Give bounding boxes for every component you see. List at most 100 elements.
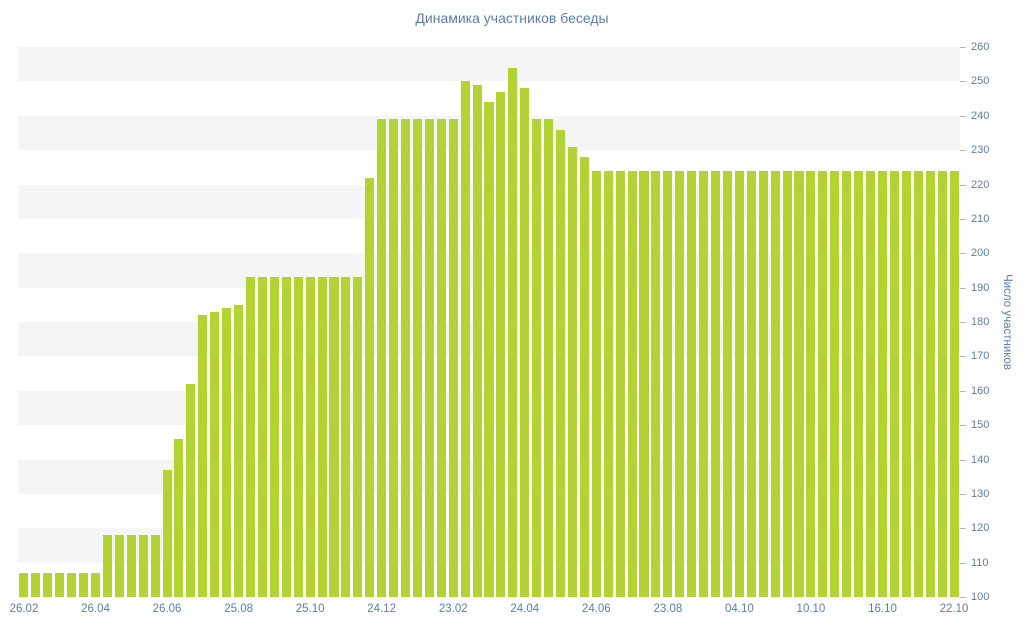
bar[interactable] — [532, 119, 542, 597]
bar[interactable] — [854, 170, 864, 597]
bar[interactable] — [448, 119, 458, 597]
bar[interactable] — [162, 469, 172, 597]
x-axis-tick-label: 24.04 — [510, 603, 540, 615]
bar[interactable] — [615, 170, 625, 597]
bar[interactable] — [293, 277, 303, 597]
bar[interactable] — [556, 129, 566, 597]
bar[interactable] — [603, 170, 613, 597]
bar[interactable] — [520, 88, 530, 597]
x-axis-tick-label: 24.06 — [581, 603, 611, 615]
bar[interactable] — [663, 170, 673, 597]
bar[interactable] — [496, 91, 506, 597]
bar[interactable] — [675, 170, 685, 597]
bar[interactable] — [484, 102, 494, 597]
bar[interactable] — [389, 119, 399, 597]
y-axis-tick-label: 260 — [971, 41, 990, 53]
bar[interactable] — [949, 170, 959, 597]
bar[interactable] — [245, 277, 256, 597]
bar[interactable] — [234, 304, 244, 597]
bar[interactable] — [55, 572, 65, 597]
bar[interactable] — [436, 119, 446, 597]
bar[interactable] — [424, 119, 434, 597]
bar[interactable] — [508, 67, 518, 597]
x-axis-tick-label: 22.10 — [939, 603, 969, 615]
y-axis-tick-label: 120 — [971, 522, 990, 535]
bar[interactable] — [830, 170, 840, 597]
bar[interactable] — [770, 170, 780, 597]
bar[interactable] — [150, 535, 160, 597]
bar[interactable] — [365, 177, 375, 597]
bar[interactable] — [222, 308, 232, 597]
bar[interactable] — [31, 572, 41, 597]
bar[interactable] — [19, 572, 29, 597]
bar[interactable] — [198, 315, 208, 597]
x-axis-tick-label: 16.10 — [868, 603, 897, 615]
bar[interactable] — [126, 535, 136, 597]
bar[interactable] — [353, 277, 363, 597]
bar[interactable] — [782, 170, 792, 597]
bar[interactable] — [317, 277, 327, 597]
bar[interactable] — [305, 277, 315, 597]
bar[interactable] — [687, 170, 697, 597]
bar[interactable] — [937, 170, 947, 597]
bar[interactable] — [639, 170, 649, 597]
bar[interactable] — [329, 277, 339, 597]
bar[interactable] — [186, 383, 196, 597]
y-axis-tick-label: 100 — [971, 591, 990, 603]
bar[interactable] — [281, 277, 291, 597]
bar[interactable] — [699, 170, 709, 597]
bar[interactable] — [818, 170, 828, 597]
x-axis-tick-label: 23.02 — [438, 603, 468, 615]
bar[interactable] — [544, 119, 554, 597]
bar[interactable] — [90, 572, 101, 597]
bar[interactable] — [651, 170, 661, 597]
bar[interactable] — [210, 311, 220, 597]
bar[interactable] — [460, 81, 470, 597]
bar[interactable] — [138, 535, 148, 597]
bar[interactable] — [925, 170, 935, 597]
bar[interactable] — [734, 170, 744, 597]
bar[interactable] — [806, 170, 816, 597]
y-axis-tick-label: 210 — [971, 212, 990, 225]
y-axis-tick-label: 250 — [971, 75, 990, 88]
bar[interactable] — [591, 170, 601, 597]
bar[interactable] — [877, 170, 887, 597]
x-axis-tick-label: 26.02 — [9, 603, 39, 615]
bar[interactable] — [341, 277, 351, 597]
y-axis-tick-label: 220 — [971, 178, 990, 191]
y-axis: 100 110 120 130 140 150 160 170 180 190 200 210 220 2… — [960, 41, 1024, 603]
bar[interactable] — [401, 119, 411, 597]
bar[interactable] — [866, 170, 876, 597]
bar[interactable] — [579, 157, 589, 597]
bar[interactable] — [842, 170, 852, 597]
bar[interactable] — [67, 572, 77, 597]
y-axis-tick — [960, 287, 966, 289]
x-axis-tick-label: 04.10 — [725, 603, 754, 615]
y-axis-tick — [960, 218, 966, 220]
bar[interactable] — [79, 572, 89, 597]
chart-title: Динамика участников беседы — [415, 10, 609, 26]
bar[interactable] — [567, 146, 577, 597]
y-axis-tick-label: 230 — [971, 144, 990, 157]
bar[interactable] — [889, 170, 899, 597]
bar[interactable] — [913, 170, 923, 597]
y-axis-tick — [960, 597, 966, 598]
bar[interactable] — [711, 170, 721, 597]
bar[interactable] — [746, 170, 756, 597]
bar[interactable] — [257, 277, 267, 597]
bar[interactable] — [114, 535, 124, 597]
bar[interactable] — [758, 170, 768, 597]
bar[interactable] — [412, 119, 422, 597]
bar[interactable] — [901, 170, 911, 597]
bar[interactable] — [174, 438, 184, 597]
x-axis: 26.02 26.04 26.06 25.08 25.10 24.12 23.02 24.04… — [10, 601, 969, 623]
bar[interactable] — [722, 170, 732, 597]
bar[interactable] — [377, 119, 387, 597]
bar[interactable] — [794, 170, 804, 597]
x-axis-tick-label: 26.04 — [81, 603, 110, 615]
bar[interactable] — [627, 170, 637, 597]
bar[interactable] — [472, 84, 482, 597]
bar[interactable] — [43, 572, 53, 597]
bar[interactable] — [269, 277, 279, 597]
bar[interactable] — [102, 535, 112, 597]
